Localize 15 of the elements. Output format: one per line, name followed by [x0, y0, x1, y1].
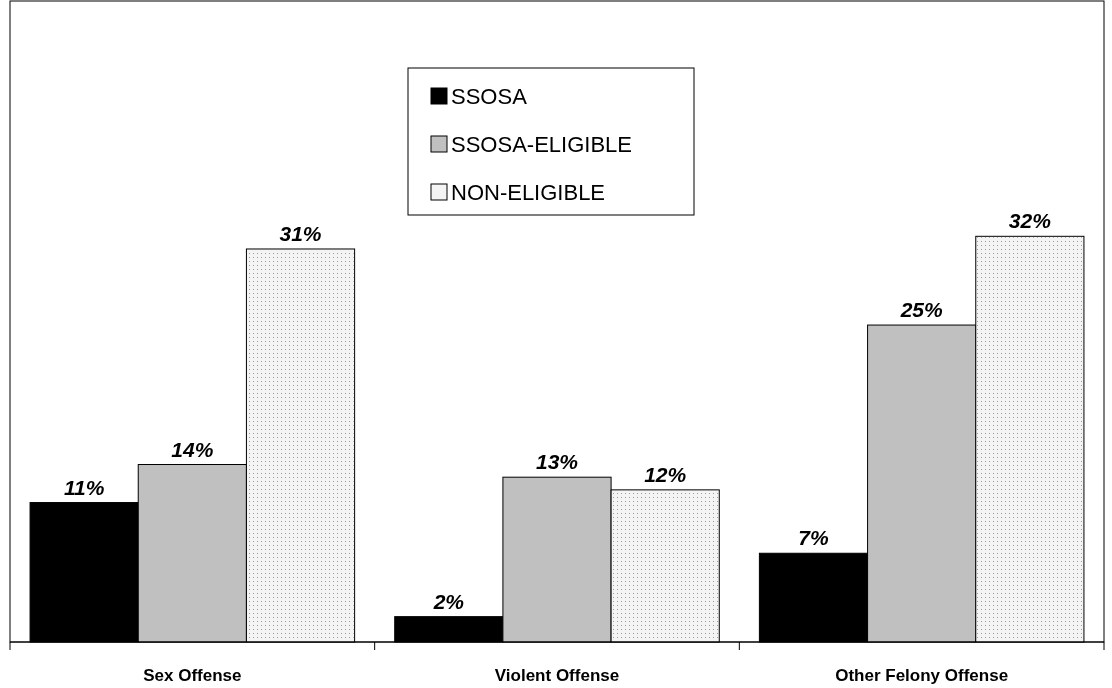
data-label: 2% [432, 589, 465, 613]
legend-label: SSOSA-ELIGIBLE [451, 132, 632, 157]
x-tick-label: Other Felony Offense [835, 666, 1009, 685]
data-label: 13% [535, 450, 579, 474]
data-label: 25% [899, 298, 944, 322]
data-label: 12% [644, 462, 687, 486]
data-label: 7% [798, 526, 829, 550]
x-tick-label: Sex Offense [143, 666, 242, 685]
x-tick-label: Violent Offense [494, 666, 620, 685]
data-label: 14% [171, 437, 214, 461]
data-label: 31% [279, 221, 322, 245]
data-label: 32% [1008, 209, 1052, 233]
legend-label: SSOSA [451, 84, 528, 109]
data-label: 11% [63, 475, 105, 499]
legend-label: NON-ELIGIBLE [451, 180, 606, 205]
